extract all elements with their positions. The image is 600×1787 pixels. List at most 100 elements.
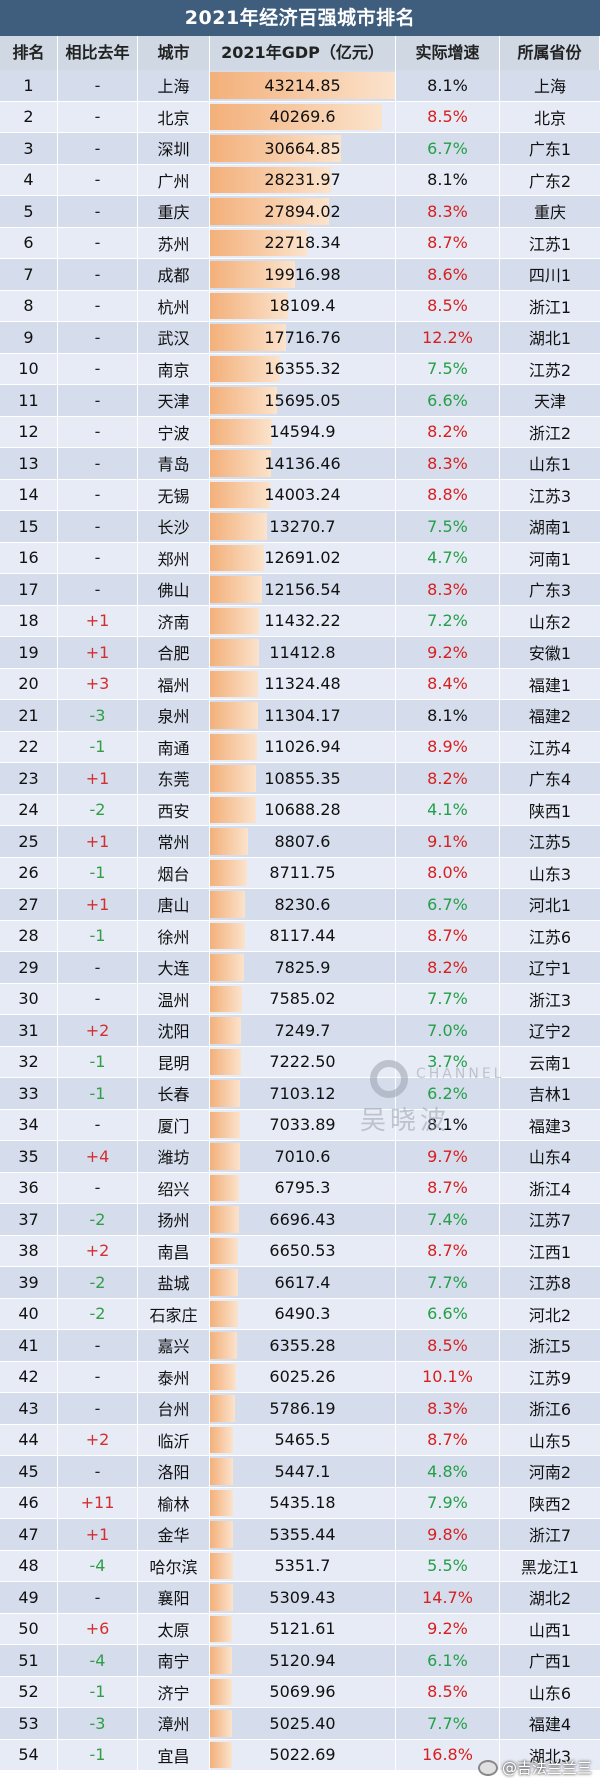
growth-cell: 8.5% [396, 1676, 500, 1707]
province-cell: 河北2 [528, 1305, 572, 1325]
gdp-bar [210, 1332, 238, 1359]
growth-cell: 7.9% [396, 1487, 500, 1518]
city-cell: 南宁 [138, 1645, 210, 1676]
growth-cell: 7.2% [396, 605, 500, 636]
change-cell: - [58, 479, 138, 510]
gdp-cell: 7249.7 [210, 1015, 396, 1046]
growth-cell: 4.7% [396, 542, 500, 573]
rank-cell: 15 [0, 511, 58, 542]
growth-cell: 8.5% [396, 1330, 500, 1361]
table-row: 11- 天津 15695.05 6.6% 天津 [0, 385, 600, 417]
province-cell: 江苏5 [528, 833, 572, 853]
city-cell: 漳州 [138, 1708, 210, 1739]
gdp-bar [210, 1111, 241, 1138]
table-row: 15- 长沙 13270.7 7.5% 湖南1 [0, 511, 600, 543]
province-cell: 江苏1 [528, 234, 572, 254]
table-header: 排名 相比去年 城市 2021年GDP（亿元） 实际增速 所属省份 [0, 36, 600, 70]
gdp-value: 6795.3 [274, 1178, 331, 1198]
table-row: 24 -2 西安 10688.28 4.1% 陕西1 [0, 794, 600, 826]
rank-cell: 4 [0, 164, 58, 195]
change-cell: - [58, 1456, 138, 1487]
gdp-cell: 5069.96 [210, 1676, 396, 1707]
gdp-cell: 16355.32 [210, 353, 396, 384]
rank-cell: 52 [0, 1676, 58, 1707]
growth-cell: 8.3% [396, 196, 500, 227]
table-row: 9- 武汉 17716.76 12.2% 湖北1 [0, 322, 600, 354]
table-row: 8- 杭州 18109.4 8.5% 浙江1 [0, 290, 600, 322]
province-cell: 河北1 [528, 896, 572, 916]
city-cell: 广州 [138, 164, 210, 195]
province-cell: 山东3 [528, 864, 572, 884]
province-cell: 浙江3 [528, 990, 572, 1010]
city-cell: 盐城 [138, 1267, 210, 1298]
growth-cell: 9.8% [396, 1519, 500, 1550]
city-cell: 宁波 [138, 416, 210, 447]
province-cell: 福建2 [528, 707, 572, 727]
gdp-value: 7249.7 [274, 1020, 331, 1040]
gdp-cell: 17716.76 [210, 322, 396, 353]
change-cell: - [58, 1172, 138, 1203]
province-cell: 山东5 [528, 1431, 572, 1451]
rank-cell: 16 [0, 542, 58, 573]
growth-cell: 8.1% [396, 164, 500, 195]
gdp-bar [210, 1710, 232, 1737]
growth-cell: 9.2% [396, 1613, 500, 1644]
growth-cell: 8.6% [396, 259, 500, 290]
weibo-handle: @吉法兰兰三 [501, 1759, 592, 1777]
city-cell: 无锡 [138, 479, 210, 510]
gdp-value: 8711.75 [269, 863, 336, 883]
province-cell: 山西1 [528, 1620, 572, 1640]
city-cell: 苏州 [138, 227, 210, 258]
growth-cell: 16.8% [396, 1739, 500, 1770]
header-gdp: 2021年GDP（亿元） [210, 36, 396, 70]
table-row: 46 +11 榆林 5435.18 7.9% 陕西2 [0, 1487, 600, 1519]
gdp-bar [210, 1678, 232, 1705]
gdp-bar [210, 733, 258, 760]
table-row: 26 -1 烟台 8711.75 8.0% 山东3 [0, 857, 600, 889]
gdp-cell: 14594.9 [210, 416, 396, 447]
growth-cell: 8.3% [396, 574, 500, 605]
gdp-cell: 6490.3 [210, 1298, 396, 1329]
gdp-value: 5022.69 [269, 1745, 336, 1765]
table-row: 23 +1 东莞 10855.35 8.2% 广东4 [0, 763, 600, 795]
gdp-cell: 5309.43 [210, 1582, 396, 1613]
change-cell: +1 [58, 637, 138, 668]
gdp-value: 5120.94 [269, 1650, 336, 1670]
growth-cell: 6.2% [396, 1078, 500, 1109]
gdp-value: 6355.28 [269, 1335, 336, 1355]
rank-cell: 50 [0, 1613, 58, 1644]
table-row: 25 +1 常州 8807.6 9.1% 江苏5 [0, 826, 600, 858]
province-cell: 浙江6 [528, 1400, 572, 1420]
city-cell: 昆明 [138, 1046, 210, 1077]
gdp-cell: 11304.17 [210, 700, 396, 731]
growth-cell: 8.2% [396, 416, 500, 447]
gdp-value: 5435.18 [269, 1493, 336, 1513]
change-cell: -1 [58, 1739, 138, 1770]
gdp-value: 30664.85 [264, 138, 341, 158]
rank-cell: 10 [0, 353, 58, 384]
city-cell: 济宁 [138, 1676, 210, 1707]
table-row: 22 -1 南通 11026.94 8.9% 江苏4 [0, 731, 600, 763]
change-cell: - [58, 1109, 138, 1140]
city-cell: 石家庄 [138, 1298, 210, 1329]
gdp-cell: 5786.19 [210, 1393, 396, 1424]
change-cell: +2 [58, 1424, 138, 1455]
gdp-value: 6617.4 [274, 1272, 331, 1292]
change-cell: - [58, 542, 138, 573]
gdp-bar [210, 135, 342, 162]
table-row: 18 +1 济南 11432.22 7.2% 山东2 [0, 605, 600, 637]
city-cell: 温州 [138, 983, 210, 1014]
city-cell: 沈阳 [138, 1015, 210, 1046]
gdp-cell: 5351.7 [210, 1550, 396, 1581]
rank-cell: 25 [0, 826, 58, 857]
gdp-value: 11304.17 [264, 705, 341, 725]
province-cell: 山东6 [528, 1683, 572, 1703]
change-cell: - [58, 1393, 138, 1424]
gdp-value: 15695.05 [264, 390, 341, 410]
city-cell: 武汉 [138, 322, 210, 353]
city-cell: 长沙 [138, 511, 210, 542]
gdp-cell: 6355.28 [210, 1330, 396, 1361]
rank-cell: 28 [0, 920, 58, 951]
header-province: 所属省份 [500, 36, 600, 70]
